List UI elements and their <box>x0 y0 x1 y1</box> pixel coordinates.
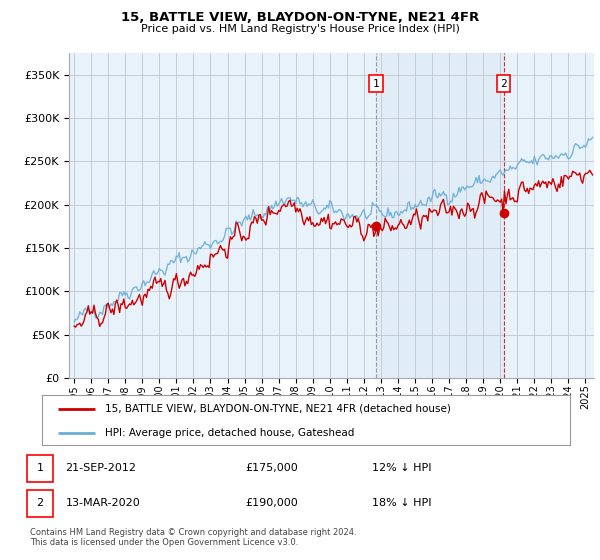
Bar <box>376 53 503 378</box>
Text: Price paid vs. HM Land Registry's House Price Index (HPI): Price paid vs. HM Land Registry's House … <box>140 24 460 34</box>
Text: 21-SEP-2012: 21-SEP-2012 <box>65 463 136 473</box>
Text: 18% ↓ HPI: 18% ↓ HPI <box>372 498 431 508</box>
Text: 1: 1 <box>373 78 380 88</box>
Text: Contains HM Land Registry data © Crown copyright and database right 2024.
This d: Contains HM Land Registry data © Crown c… <box>30 528 356 547</box>
Text: 1: 1 <box>37 463 44 473</box>
Text: £190,000: £190,000 <box>245 498 298 508</box>
Text: £175,000: £175,000 <box>245 463 298 473</box>
Text: 12% ↓ HPI: 12% ↓ HPI <box>372 463 431 473</box>
Text: 2: 2 <box>500 78 507 88</box>
Text: 13-MAR-2020: 13-MAR-2020 <box>65 498 140 508</box>
Text: 2: 2 <box>37 498 44 508</box>
FancyBboxPatch shape <box>27 455 53 482</box>
FancyBboxPatch shape <box>27 490 53 516</box>
Text: 15, BATTLE VIEW, BLAYDON-ON-TYNE, NE21 4FR: 15, BATTLE VIEW, BLAYDON-ON-TYNE, NE21 4… <box>121 11 479 24</box>
Text: HPI: Average price, detached house, Gateshead: HPI: Average price, detached house, Gate… <box>106 428 355 437</box>
Text: 15, BATTLE VIEW, BLAYDON-ON-TYNE, NE21 4FR (detached house): 15, BATTLE VIEW, BLAYDON-ON-TYNE, NE21 4… <box>106 404 451 414</box>
